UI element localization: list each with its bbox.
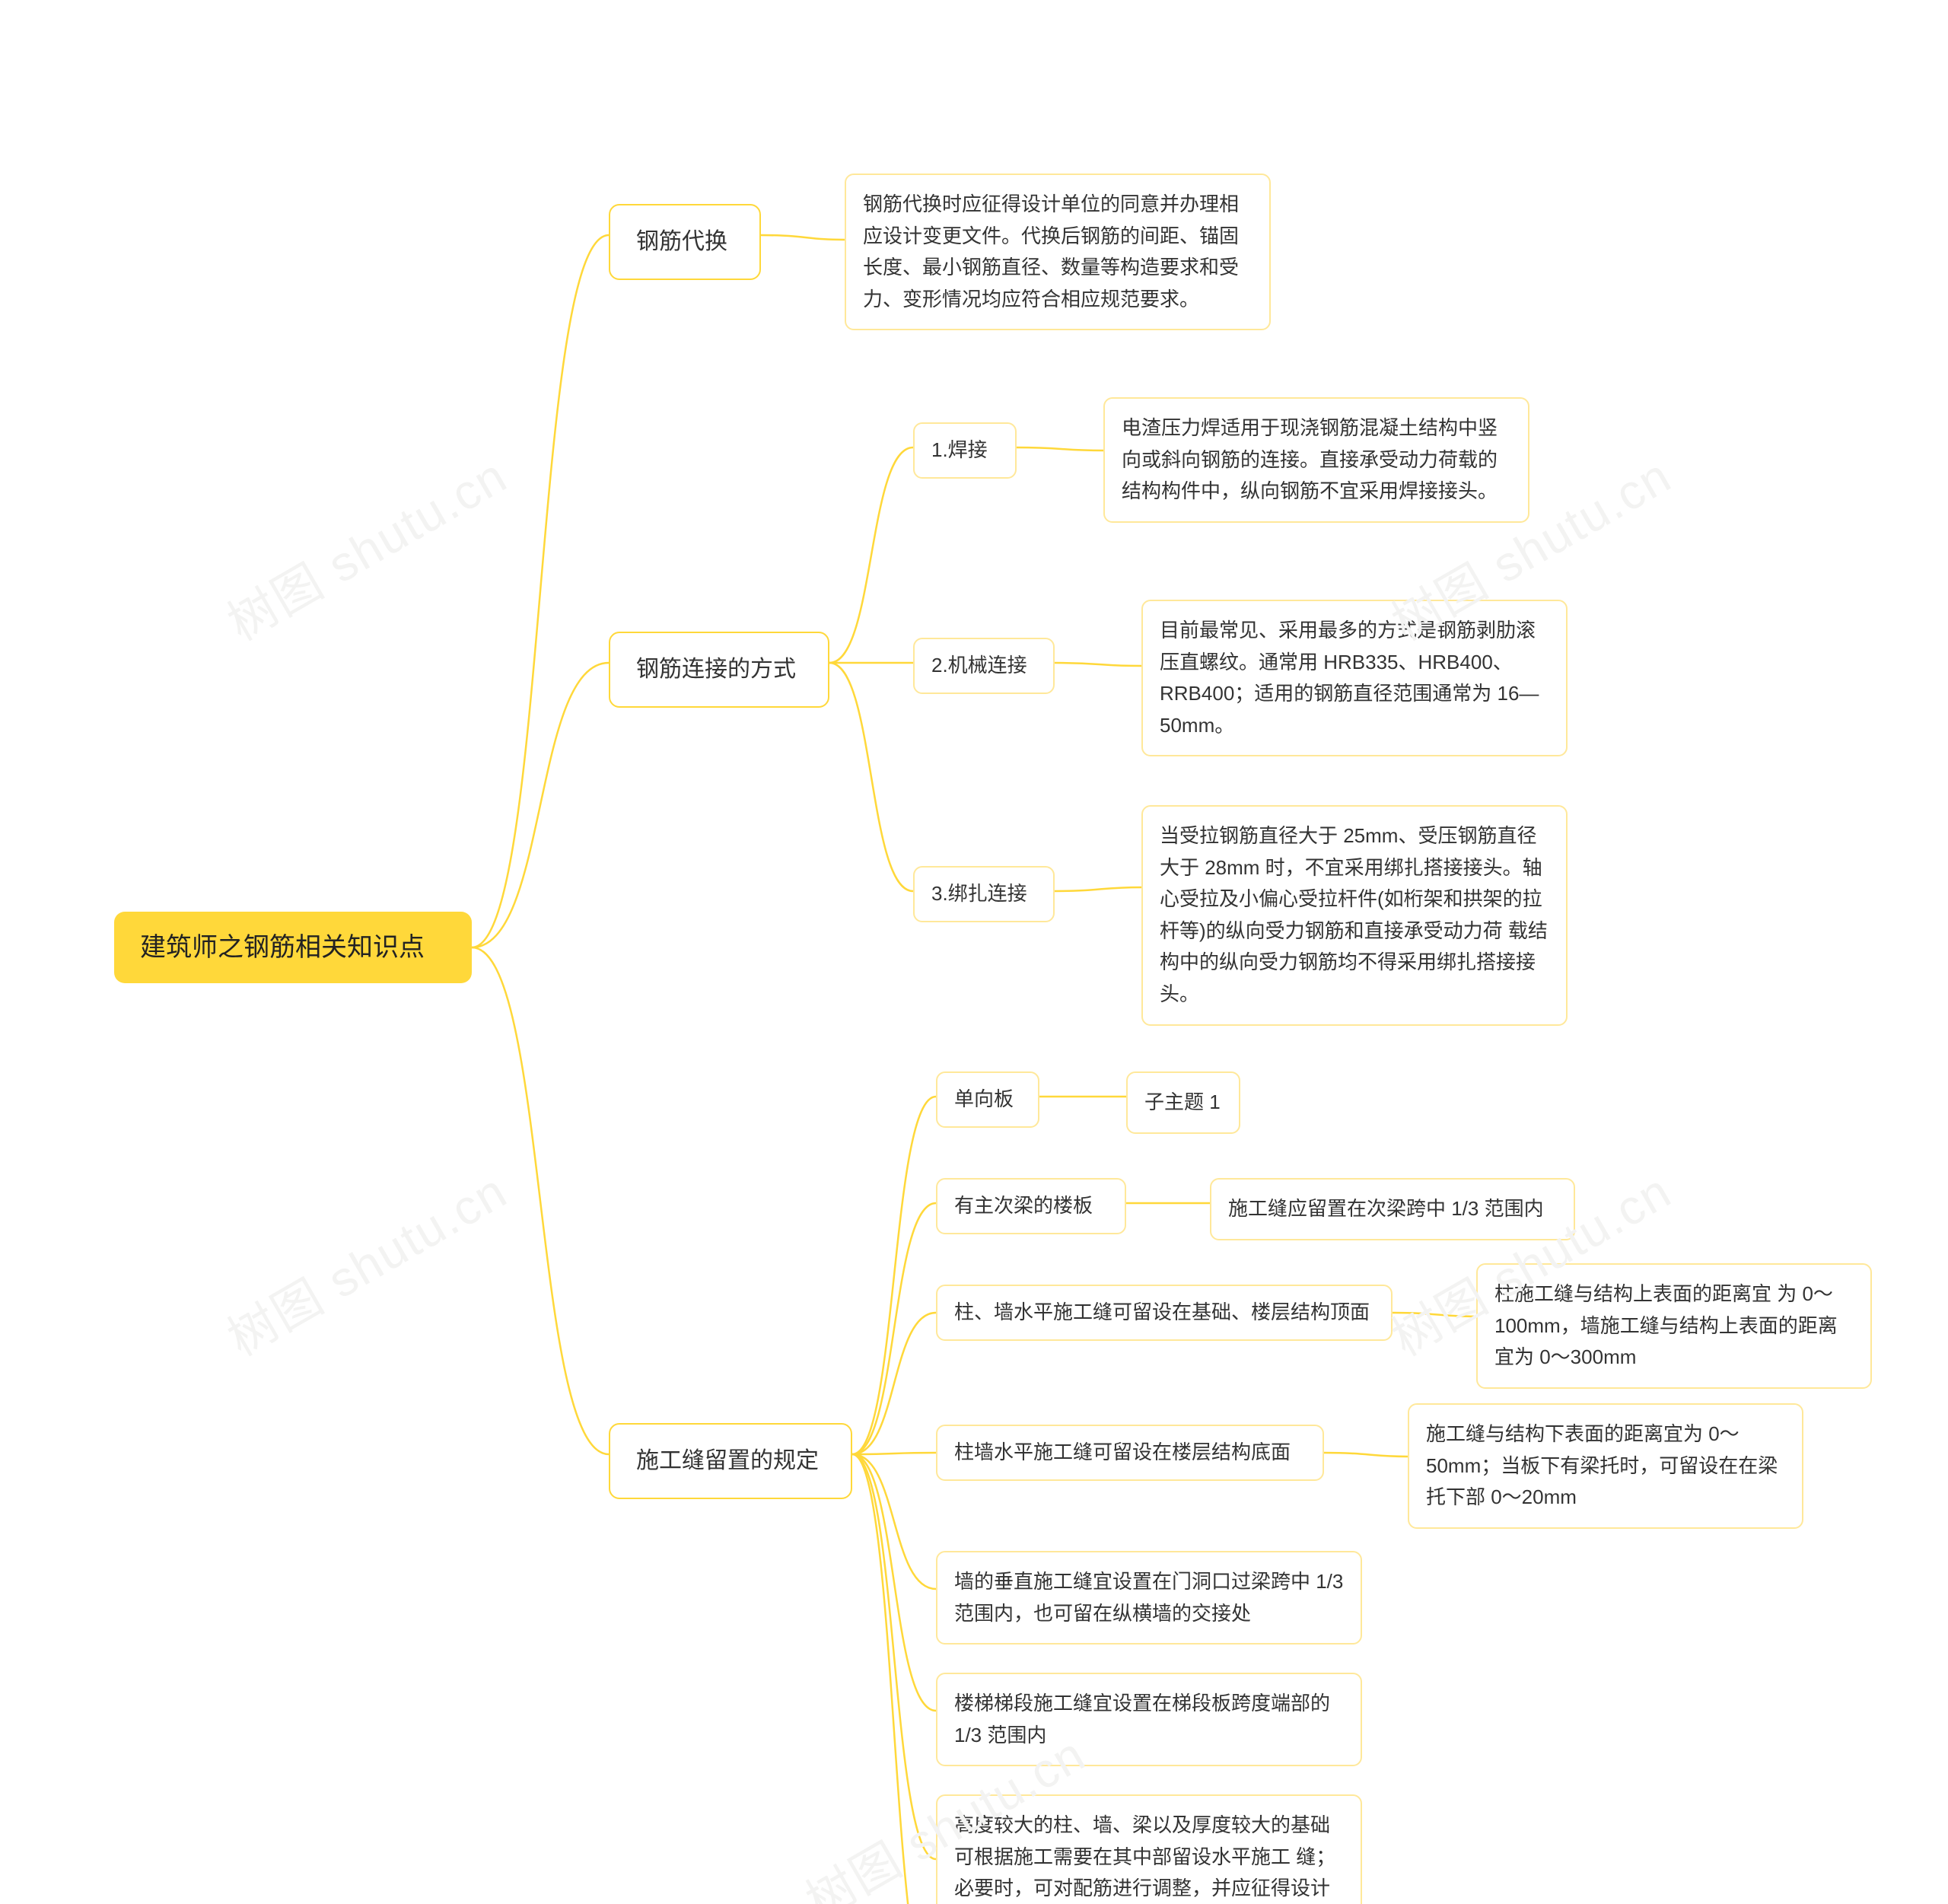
sub-node[interactable]: 3.绑扎连接 (913, 866, 1055, 922)
sub-node[interactable]: 柱、墙水平施工缝可留设在基础、楼层结构顶面 (936, 1285, 1393, 1341)
watermark: 树图 shutu.cn (213, 438, 518, 654)
sub-node[interactable]: 有主次梁的楼板 (936, 1178, 1126, 1234)
leaf-node[interactable]: 电渣压力焊适用于现浇钢筋混凝土结构中竖向或斜向钢筋的连接。直接承受动力荷载的结构… (1103, 397, 1529, 523)
leaf-node[interactable]: 钢筋代换时应征得设计单位的同意并办理相应设计变更文件。代换后钢筋的间距、锚固长度… (845, 174, 1271, 330)
root-node[interactable]: 建筑师之钢筋相关知识点 (114, 912, 472, 983)
leaf-node[interactable]: 柱施工缝与结构上表面的距离宜 为 0～100mm，墙施工缝与结构上表面的距离宜为… (1476, 1263, 1872, 1389)
sub-node[interactable]: 2.机械连接 (913, 638, 1055, 694)
watermark: 树图 shutu.cn (213, 1153, 518, 1370)
leaf-node[interactable]: 施工缝应留置在次梁跨中 1/3 范围内 (1210, 1178, 1575, 1240)
leaf-node[interactable]: 楼梯梯段施工缝宜设置在梯段板跨度端部的 1/3 范围内 (936, 1673, 1362, 1766)
mindmap-canvas: 建筑师之钢筋相关知识点 钢筋代换 钢筋代换时应征得设计单位的同意并办理相应设计变更… (0, 0, 1948, 1904)
sub-node[interactable]: 单向板 (936, 1071, 1039, 1128)
leaf-node[interactable]: 目前最常见、采用最多的方式是钢筋剥肋滚压直螺纹。通常用 HRB335、HRB40… (1141, 600, 1568, 756)
leaf-node[interactable]: 子主题 1 (1126, 1071, 1240, 1134)
leaf-node[interactable]: 施工缝与结构下表面的距离宜为 0～50mm；当板下有梁托时，可留设在在梁托下部 … (1408, 1403, 1803, 1529)
sub-node[interactable]: 1.焊接 (913, 422, 1017, 479)
sub-node[interactable]: 柱墙水平施工缝可留设在楼层结构底面 (936, 1425, 1324, 1481)
leaf-node[interactable]: 高度较大的柱、墙、梁以及厚度较大的基础可根据施工需要在其中部留设水平施工 缝；必… (936, 1794, 1362, 1904)
branch-node[interactable]: 钢筋代换 (609, 204, 761, 280)
branch-node[interactable]: 施工缝留置的规定 (609, 1423, 852, 1499)
leaf-node[interactable]: 当受拉钢筋直径大于 25mm、受压钢筋直径大于 28mm 时，不宜采用绑扎搭接接… (1141, 805, 1568, 1026)
leaf-node[interactable]: 墙的垂直施工缝宜设置在门洞口过梁跨中 1/3 范围内，也可留在纵横墙的交接处 (936, 1551, 1362, 1645)
branch-node[interactable]: 钢筋连接的方式 (609, 632, 829, 708)
